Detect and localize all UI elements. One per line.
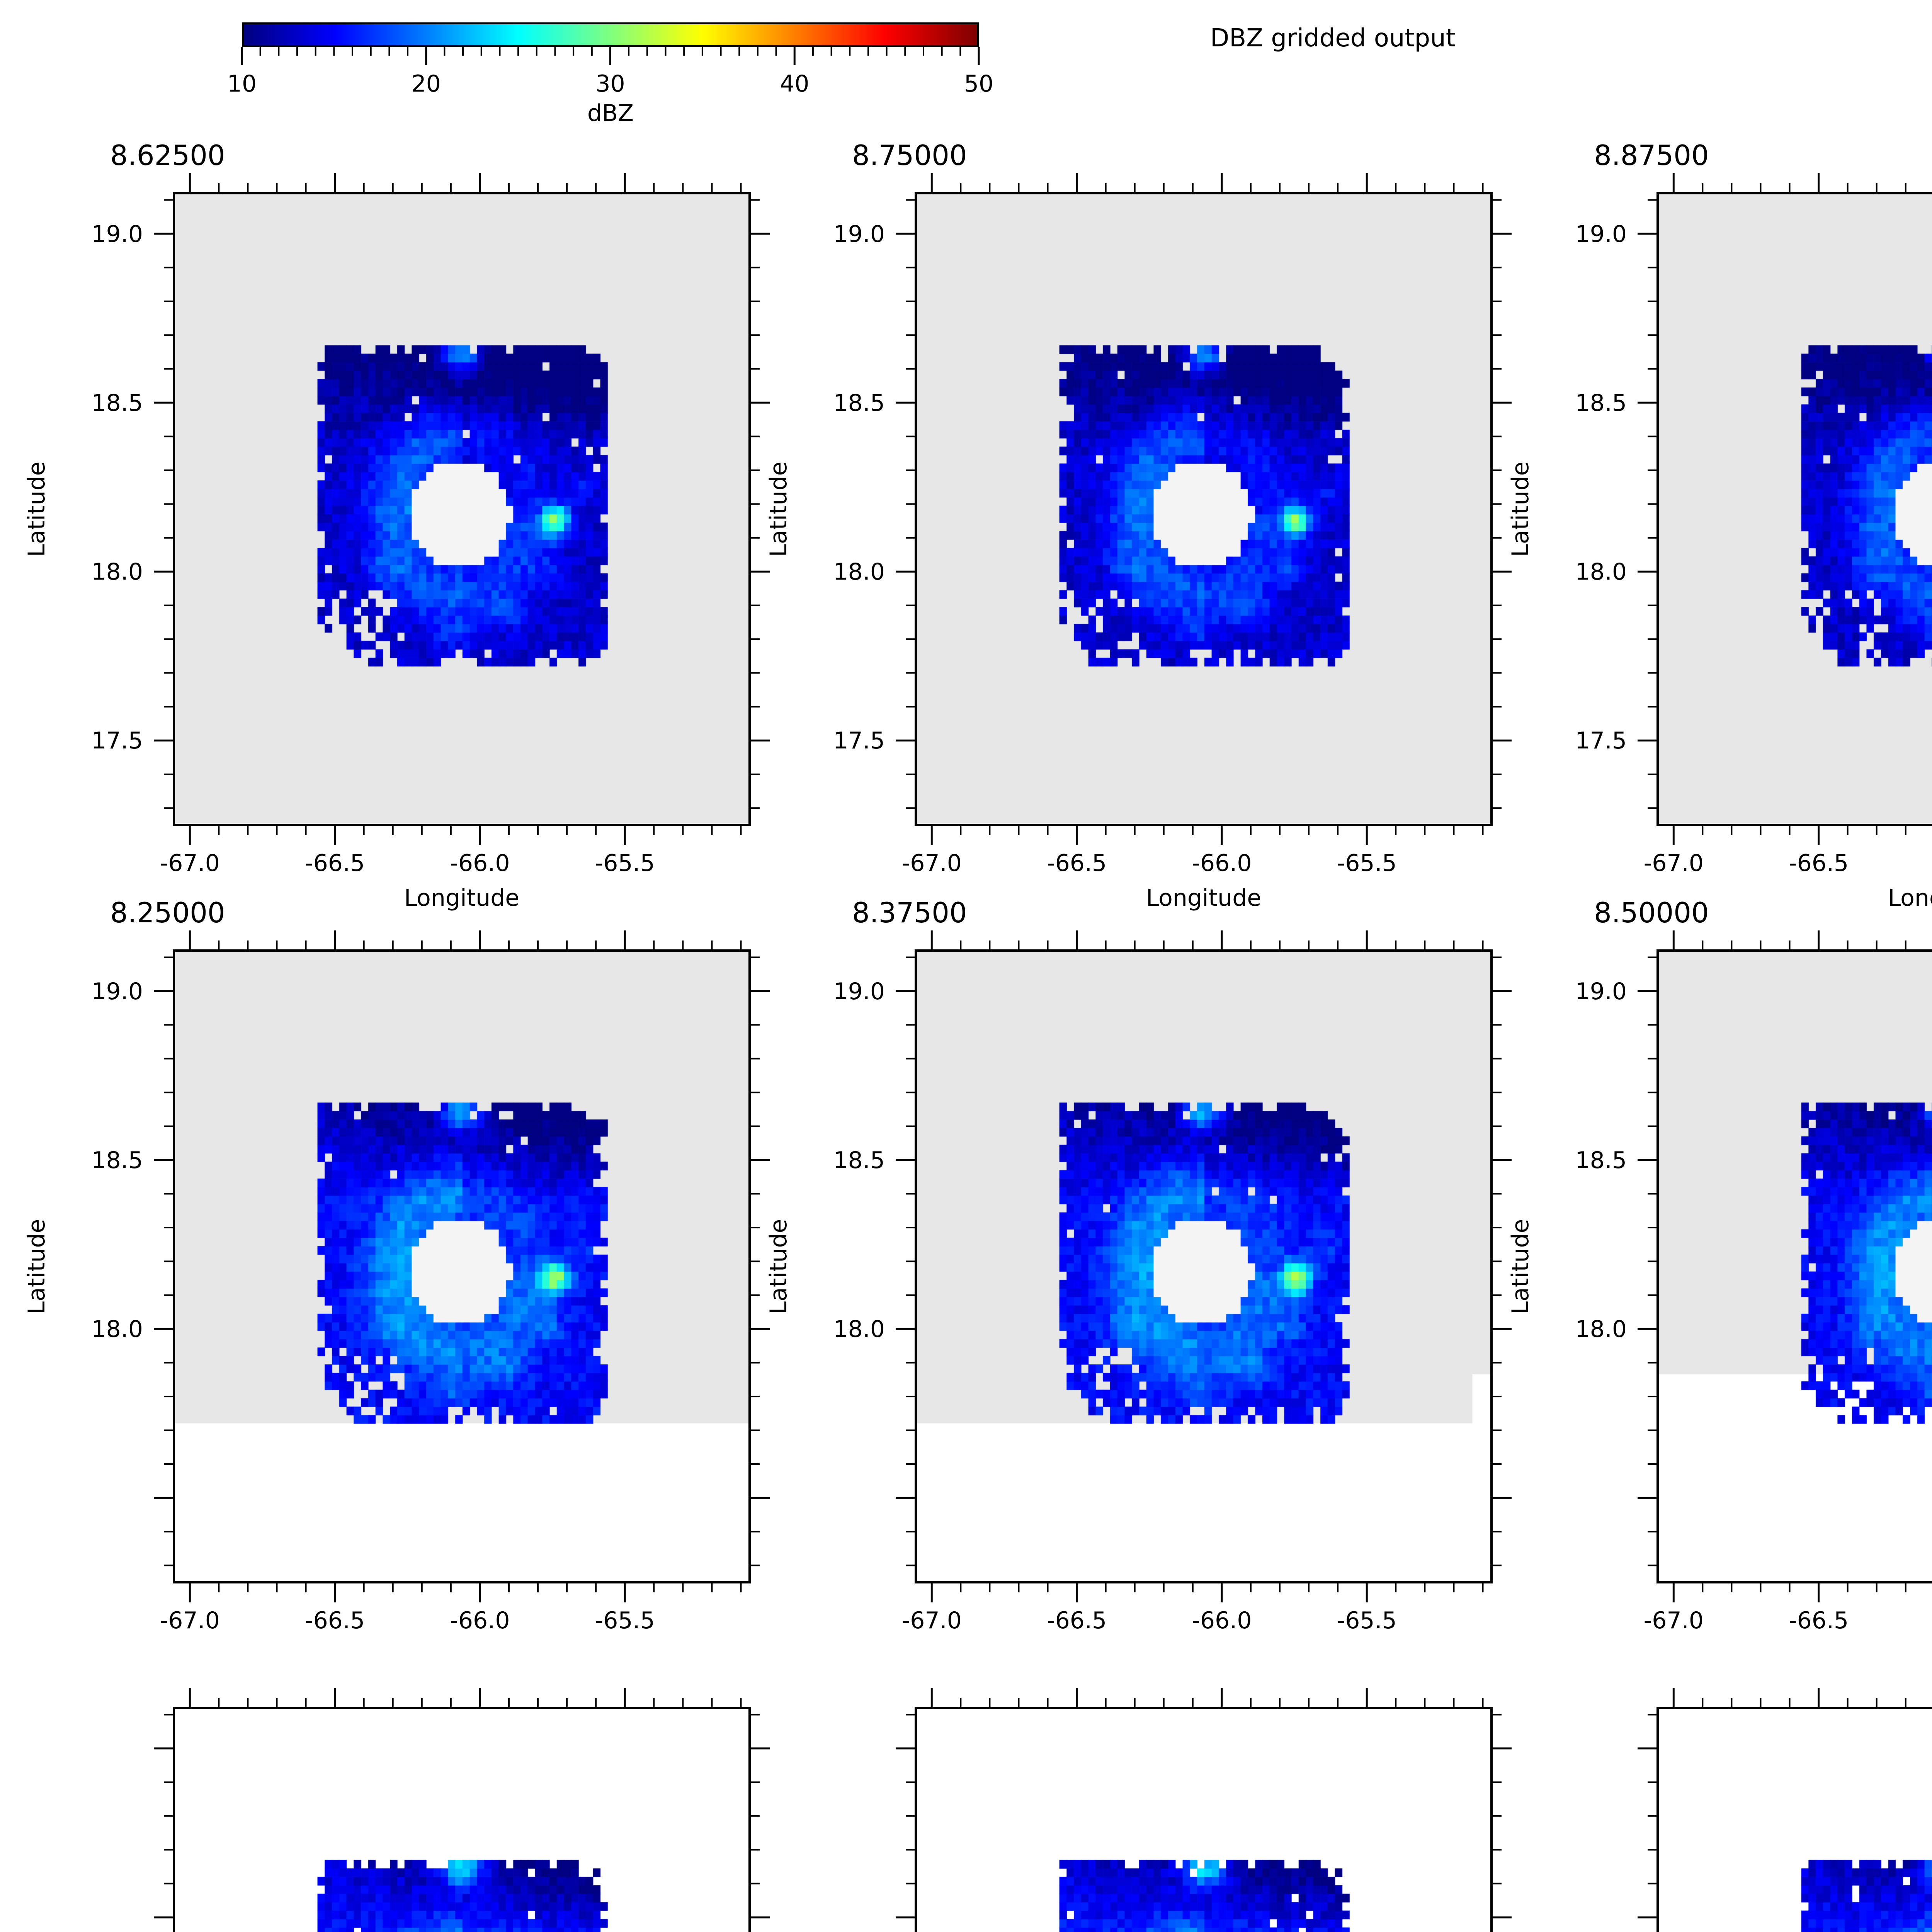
y-tick-label: 17.5 xyxy=(784,1485,885,1512)
y-axis-label-text: Latitude xyxy=(23,461,50,557)
plot-frame xyxy=(1658,951,1932,1582)
x-axis-label: Longitude xyxy=(1088,884,1320,912)
x-tick-label: -66.0 xyxy=(418,1607,542,1634)
x-tick-label: -66.0 xyxy=(1902,850,1932,877)
plot-frame xyxy=(174,1708,750,1932)
x-tick-label: -66.0 xyxy=(1160,850,1284,877)
y-tick-label: 18.0 xyxy=(1526,558,1627,585)
x-tick-label: -67.0 xyxy=(870,850,993,877)
colorbar-tick-label: 40 xyxy=(756,70,833,97)
x-tick-label: -66.5 xyxy=(1757,850,1881,877)
axes-ticks xyxy=(1631,1681,1932,1932)
colorbar-gradient xyxy=(242,22,979,47)
y-tick-label: 18.5 xyxy=(43,389,143,417)
axes-ticks xyxy=(147,923,777,1609)
x-tick-label: -66.0 xyxy=(1160,1607,1284,1634)
x-axis-label: Longitude xyxy=(1088,1642,1320,1669)
y-tick-label: 19.0 xyxy=(43,1735,143,1762)
y-tick-label: 17.5 xyxy=(1526,727,1627,754)
axes-ticks xyxy=(889,923,1519,1609)
axes-ticks xyxy=(889,1681,1519,1932)
plot-frame xyxy=(916,193,1492,825)
colorbar-ticks xyxy=(242,47,979,70)
x-tick-label: -66.5 xyxy=(1757,1607,1881,1634)
colorbar-tick-label: 30 xyxy=(572,70,649,97)
y-tick-label: 18.5 xyxy=(43,1904,143,1931)
y-tick-label: 19.0 xyxy=(784,1735,885,1762)
x-tick-label: -67.0 xyxy=(870,1607,993,1634)
colorbar-title: dBZ xyxy=(533,100,688,127)
y-axis-label-text: Latitude xyxy=(765,1219,792,1314)
y-tick-label: 18.0 xyxy=(784,558,885,585)
x-tick-label: -66.5 xyxy=(273,1607,397,1634)
axes-ticks xyxy=(1631,923,1932,1609)
x-tick-label: -67.0 xyxy=(1612,1607,1735,1634)
axes-ticks xyxy=(889,166,1519,852)
y-tick-label: 18.5 xyxy=(1526,389,1627,417)
colorbar-tick-label: 20 xyxy=(388,70,465,97)
x-axis-label: Longitude xyxy=(1830,884,1932,912)
figure-title: DBZ gridded output xyxy=(1210,24,1456,53)
y-tick-label: 18.5 xyxy=(784,1147,885,1174)
x-tick-label: -66.5 xyxy=(273,850,397,877)
axes-ticks xyxy=(147,166,777,852)
x-axis-label: Longitude xyxy=(346,1642,578,1669)
y-tick-label: 19.0 xyxy=(784,221,885,248)
x-tick-label: -67.0 xyxy=(1612,850,1735,877)
y-axis-label-text: Latitude xyxy=(1507,461,1534,557)
x-tick-label: -67.0 xyxy=(128,1607,252,1634)
colorbar-tick-label: 50 xyxy=(940,70,1017,97)
x-tick-label: -66.0 xyxy=(418,850,542,877)
axes-ticks xyxy=(1631,166,1932,852)
y-tick-label: 19.0 xyxy=(784,978,885,1005)
y-tick-label: 17.5 xyxy=(784,727,885,754)
y-tick-label: 18.5 xyxy=(1526,1904,1627,1931)
y-tick-label: 18.0 xyxy=(1526,1316,1627,1343)
plot-frame xyxy=(174,193,750,825)
y-tick-label: 19.0 xyxy=(1526,221,1627,248)
x-tick-label: -66.0 xyxy=(1902,1607,1932,1634)
y-tick-label: 19.0 xyxy=(43,978,143,1005)
colorbar-tick-label: 10 xyxy=(203,70,281,97)
y-axis-label-text: Latitude xyxy=(765,461,792,557)
x-axis-label: Longitude xyxy=(346,884,578,912)
y-tick-label: 17.5 xyxy=(43,727,143,754)
plot-frame xyxy=(916,1708,1492,1932)
y-tick-label: 18.0 xyxy=(43,558,143,585)
plot-frame xyxy=(916,951,1492,1582)
x-tick-label: -66.5 xyxy=(1015,850,1139,877)
plot-frame xyxy=(174,951,750,1582)
y-tick-label: 19.0 xyxy=(43,221,143,248)
figure-root: DBZ gridded output 10 20 30 40 50 dBZ 8.6250… xyxy=(0,0,1932,1932)
y-tick-label: 17.5 xyxy=(43,1485,143,1512)
y-tick-label: 18.5 xyxy=(784,389,885,417)
y-tick-label: 18.5 xyxy=(1526,1147,1627,1174)
plot-frame xyxy=(1658,1708,1932,1932)
x-axis-label: Longitude xyxy=(1830,1642,1932,1669)
y-tick-label: 19.0 xyxy=(1526,1735,1627,1762)
x-tick-label: -65.5 xyxy=(563,850,687,877)
y-tick-label: 18.0 xyxy=(43,1316,143,1343)
x-tick-label: -65.5 xyxy=(1305,1607,1429,1634)
y-tick-label: 18.0 xyxy=(784,1316,885,1343)
x-tick-label: -65.5 xyxy=(1305,850,1429,877)
y-tick-label: 18.5 xyxy=(43,1147,143,1174)
y-tick-label: 19.0 xyxy=(1526,978,1627,1005)
y-axis-label-text: Latitude xyxy=(1507,1219,1534,1314)
y-tick-label: 18.5 xyxy=(784,1904,885,1931)
x-tick-label: -66.5 xyxy=(1015,1607,1139,1634)
y-axis-label-text: Latitude xyxy=(23,1219,50,1314)
x-tick-label: -65.5 xyxy=(563,1607,687,1634)
y-tick-label: 17.5 xyxy=(1526,1485,1627,1512)
axes-ticks xyxy=(147,1681,777,1932)
x-tick-label: -67.0 xyxy=(128,850,252,877)
plot-frame xyxy=(1658,193,1932,825)
